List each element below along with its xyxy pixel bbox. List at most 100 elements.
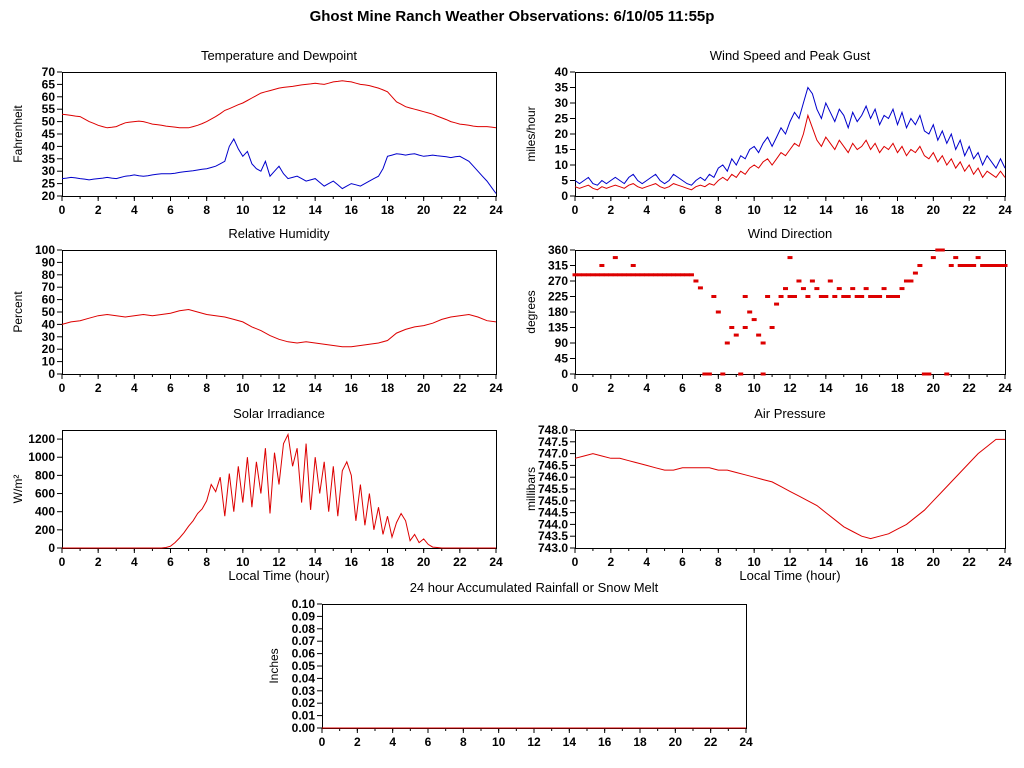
scatter-point bbox=[572, 273, 578, 277]
scatter-point bbox=[706, 372, 712, 376]
x-tick-label: 14 bbox=[308, 381, 322, 395]
x-tick-label: 8 bbox=[460, 735, 467, 749]
x-tick-label: 24 bbox=[998, 381, 1012, 395]
y-tick-label: 30 bbox=[42, 330, 56, 344]
y-tick-label: 800 bbox=[35, 468, 55, 482]
scatter-point bbox=[630, 273, 636, 277]
scatter-point bbox=[787, 295, 793, 298]
x-tick-label: 14 bbox=[819, 555, 833, 569]
chart-air-pressure: 0 2 4 6 8 10 12 14 16 18 20 22 24 743.0 743.5 744.0 744.… bbox=[523, 398, 1019, 592]
y-tick-label: 55 bbox=[42, 102, 56, 116]
series-line-Wind Speed bbox=[574, 113, 1006, 191]
x-tick-label: 22 bbox=[962, 555, 976, 569]
scatter-point bbox=[984, 264, 990, 267]
scatter-point bbox=[791, 295, 797, 298]
series-line-Peak Gust bbox=[574, 86, 1006, 186]
y-tick-label: 25 bbox=[42, 177, 56, 191]
y-tick-label: 746.5 bbox=[538, 458, 568, 472]
scatter-point bbox=[594, 273, 600, 277]
scatter-point bbox=[962, 264, 968, 267]
y-tick-label: 0 bbox=[561, 189, 568, 203]
scatter-point bbox=[720, 372, 726, 376]
x-tick-label: 6 bbox=[167, 381, 174, 395]
chart-canvas-wind-speed-gust: 0 2 4 6 8 10 12 14 16 18 20 22 240510152025303540Win… bbox=[524, 48, 1012, 217]
y-tick-label: 0.09 bbox=[292, 609, 316, 623]
x-tick-label: 22 bbox=[453, 381, 467, 395]
x-tick-label: 12 bbox=[527, 735, 541, 749]
x-tick-label: 20 bbox=[417, 555, 431, 569]
y-tick-label: 200 bbox=[35, 523, 55, 537]
x-tick-label: 24 bbox=[998, 203, 1012, 217]
y-tick-label: 0.04 bbox=[292, 671, 316, 685]
scatter-point bbox=[630, 264, 636, 267]
x-tick-label: 6 bbox=[679, 555, 686, 569]
scatter-point bbox=[868, 295, 874, 298]
scatter-point bbox=[657, 273, 663, 277]
chart-canvas-temperature-dewpoint: 0 2 4 6 8 10 12 14 16 18 20 22 242025303540455055606… bbox=[11, 48, 503, 217]
scatter-point bbox=[760, 372, 766, 376]
x-tick-label: 4 bbox=[131, 555, 138, 569]
chart-canvas-wind-direction: 0 2 4 6 8 10 12 14 16 18 20 22 240459013518022527031… bbox=[524, 226, 1012, 395]
scatter-point bbox=[738, 372, 744, 376]
x-tick-label: 8 bbox=[203, 555, 210, 569]
scatter-point bbox=[957, 264, 963, 267]
scatter-point bbox=[917, 264, 923, 267]
x-tick-label: 20 bbox=[927, 381, 941, 395]
scatter-point bbox=[805, 295, 811, 298]
plot-frame bbox=[62, 250, 497, 375]
x-tick-label: 10 bbox=[747, 381, 761, 395]
scatter-point bbox=[836, 287, 842, 291]
y-tick-label: 10 bbox=[42, 355, 56, 369]
scatter-point bbox=[693, 279, 699, 283]
x-tick-label: 2 bbox=[607, 381, 614, 395]
y-tick-label: 20 bbox=[42, 342, 56, 356]
series-line-Solar Irradiance bbox=[62, 432, 496, 549]
x-tick-label: 10 bbox=[747, 203, 761, 217]
y-tick-label: 0.10 bbox=[292, 597, 316, 611]
scatter-point bbox=[787, 256, 793, 260]
chart-title: Solar Irradiance bbox=[233, 406, 325, 421]
x-tick-label: 8 bbox=[203, 203, 210, 217]
x-tick-label: 8 bbox=[715, 203, 722, 217]
x-tick-label: 24 bbox=[489, 203, 503, 217]
series-line-Dewpoint bbox=[61, 137, 497, 194]
y-axis-label: W/m² bbox=[11, 475, 25, 504]
scatter-point bbox=[863, 287, 869, 291]
x-tick-label: 22 bbox=[453, 203, 467, 217]
x-tick-label: 14 bbox=[308, 203, 322, 217]
x-tick-label: 18 bbox=[891, 381, 905, 395]
x-tick-label: 22 bbox=[962, 203, 976, 217]
scatter-point bbox=[912, 271, 918, 275]
y-tick-label: 70 bbox=[42, 280, 56, 294]
x-tick-label: 18 bbox=[381, 555, 395, 569]
y-tick-label: 360 bbox=[548, 243, 568, 257]
scatter-point bbox=[971, 264, 977, 267]
chart-canvas-solar-irradiance: 0 2 4 6 8 10 12 14 16 18 20 22 240200400600800100012… bbox=[11, 406, 503, 583]
scatter-point bbox=[666, 273, 672, 277]
scatter-point bbox=[796, 279, 802, 283]
scatter-point bbox=[635, 273, 641, 277]
y-axis-label: degrees bbox=[524, 290, 538, 333]
chart-title: Temperature and Dewpoint bbox=[201, 48, 357, 63]
scatter-point bbox=[697, 286, 703, 290]
y-tick-label: 30 bbox=[555, 96, 569, 110]
x-tick-label: 10 bbox=[236, 203, 250, 217]
x-tick-label: 16 bbox=[855, 555, 869, 569]
x-tick-label: 20 bbox=[417, 203, 431, 217]
scatter-point bbox=[818, 295, 824, 298]
x-tick-label: 16 bbox=[345, 203, 359, 217]
scatter-point bbox=[612, 273, 618, 277]
y-tick-label: 15 bbox=[555, 143, 569, 157]
y-tick-label: 0 bbox=[561, 367, 568, 381]
scatter-point bbox=[903, 279, 909, 283]
series-line-Temperature bbox=[61, 80, 497, 129]
scatter-point bbox=[675, 273, 681, 277]
scatter-point bbox=[599, 264, 605, 267]
y-axis-label: Inches bbox=[267, 648, 281, 683]
x-tick-label: 4 bbox=[643, 203, 650, 217]
chart-wind-speed-gust: 0 2 4 6 8 10 12 14 16 18 20 22 24 0 5 10 15 20 25 30 35 40 Win… bbox=[523, 40, 1019, 222]
x-tick-label: 20 bbox=[669, 735, 683, 749]
y-tick-label: 80 bbox=[42, 268, 56, 282]
scatter-point bbox=[680, 273, 685, 277]
y-tick-label: 745.0 bbox=[538, 494, 568, 508]
